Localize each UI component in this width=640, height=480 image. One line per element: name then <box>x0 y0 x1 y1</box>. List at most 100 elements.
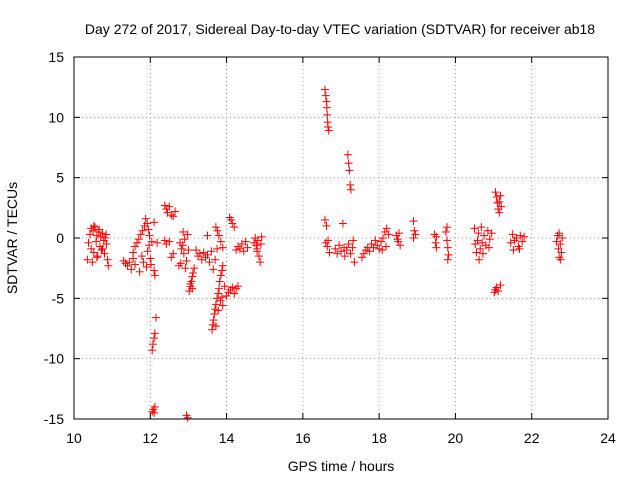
data-point <box>190 264 199 273</box>
data-point <box>171 207 180 216</box>
data-point <box>256 258 265 267</box>
data-point <box>189 268 198 277</box>
data-point <box>165 237 174 246</box>
x-tick-label: 20 <box>448 430 464 446</box>
data-point <box>394 229 403 238</box>
data-point <box>516 231 525 240</box>
data-point <box>176 238 185 247</box>
data-point <box>205 258 214 267</box>
data-point <box>217 293 226 302</box>
y-tick-label: -5 <box>52 290 65 306</box>
y-tick-label: -10 <box>44 351 64 367</box>
data-point <box>150 408 159 417</box>
data-point <box>230 223 239 232</box>
data-point <box>480 231 489 240</box>
axis-ticks: 10 12 14 16 18 20 22 24 -15 -10 -5 0 5 10 15 <box>44 49 616 446</box>
data-point <box>152 313 161 322</box>
data-point <box>144 225 153 234</box>
data-point <box>216 271 225 280</box>
data-point <box>102 230 111 239</box>
x-tick-label: 18 <box>371 430 387 446</box>
data-point <box>131 260 140 269</box>
data-point <box>377 237 386 246</box>
data-point <box>147 237 156 246</box>
data-point <box>343 150 352 159</box>
data-point <box>182 256 191 265</box>
data-point <box>127 265 136 274</box>
data-point <box>493 199 502 208</box>
data-point <box>494 287 503 296</box>
data-point <box>184 246 193 255</box>
data-point <box>100 249 109 258</box>
data-point <box>132 238 141 247</box>
data-point <box>443 223 452 232</box>
data-point <box>183 413 192 422</box>
data-point <box>136 230 145 239</box>
data-point <box>142 262 151 271</box>
data-point <box>95 225 104 234</box>
data-point <box>256 240 265 249</box>
data-point <box>167 253 176 262</box>
data-point <box>382 224 391 233</box>
data-point <box>557 248 566 257</box>
data-point <box>150 218 159 227</box>
data-point <box>180 235 189 244</box>
data-point <box>88 258 97 267</box>
data-point <box>367 240 376 249</box>
data-point <box>484 243 493 252</box>
data-point <box>254 252 263 261</box>
data-point <box>213 226 222 235</box>
data-point <box>520 232 529 241</box>
data-point <box>555 229 564 238</box>
data-point <box>441 227 450 236</box>
data-point <box>192 246 201 255</box>
grid-lines <box>74 57 608 419</box>
data-point <box>153 238 162 247</box>
data-point <box>396 241 405 250</box>
data-point <box>188 272 197 281</box>
data-point <box>492 192 501 201</box>
data-point <box>497 202 506 211</box>
data-point <box>232 246 241 255</box>
data-point <box>89 221 98 230</box>
data-point <box>365 247 374 256</box>
data-point <box>509 246 518 255</box>
data-point <box>203 250 212 259</box>
data-point <box>92 231 101 240</box>
data-point <box>103 255 112 264</box>
data-point <box>477 223 486 232</box>
data-point <box>160 236 169 245</box>
y-tick-label: 10 <box>48 109 64 125</box>
data-point <box>556 255 565 264</box>
data-point <box>129 248 138 257</box>
data-point <box>89 248 98 257</box>
data-point <box>160 201 169 210</box>
data-point <box>169 212 178 221</box>
data-point <box>179 227 188 236</box>
data-point <box>214 289 223 298</box>
data-point <box>342 246 351 255</box>
data-point <box>495 208 504 217</box>
data-point <box>443 236 452 245</box>
data-point <box>241 237 250 246</box>
data-point <box>378 234 387 242</box>
x-tick-label: 22 <box>524 430 540 446</box>
data-point <box>209 265 218 274</box>
data-point <box>211 223 220 232</box>
data-point <box>227 215 236 224</box>
data-point <box>98 244 107 253</box>
data-point <box>321 91 330 100</box>
data-point <box>346 249 355 258</box>
x-tick-label: 24 <box>600 430 616 446</box>
data-points <box>83 85 567 422</box>
data-point <box>135 267 144 276</box>
data-point <box>323 110 332 119</box>
data-point <box>411 230 420 239</box>
data-point <box>350 258 359 267</box>
y-tick-label: 0 <box>56 230 64 246</box>
data-point <box>125 258 134 267</box>
data-point <box>211 322 220 331</box>
data-point <box>93 252 102 261</box>
data-point <box>432 243 441 252</box>
data-point <box>214 231 223 240</box>
